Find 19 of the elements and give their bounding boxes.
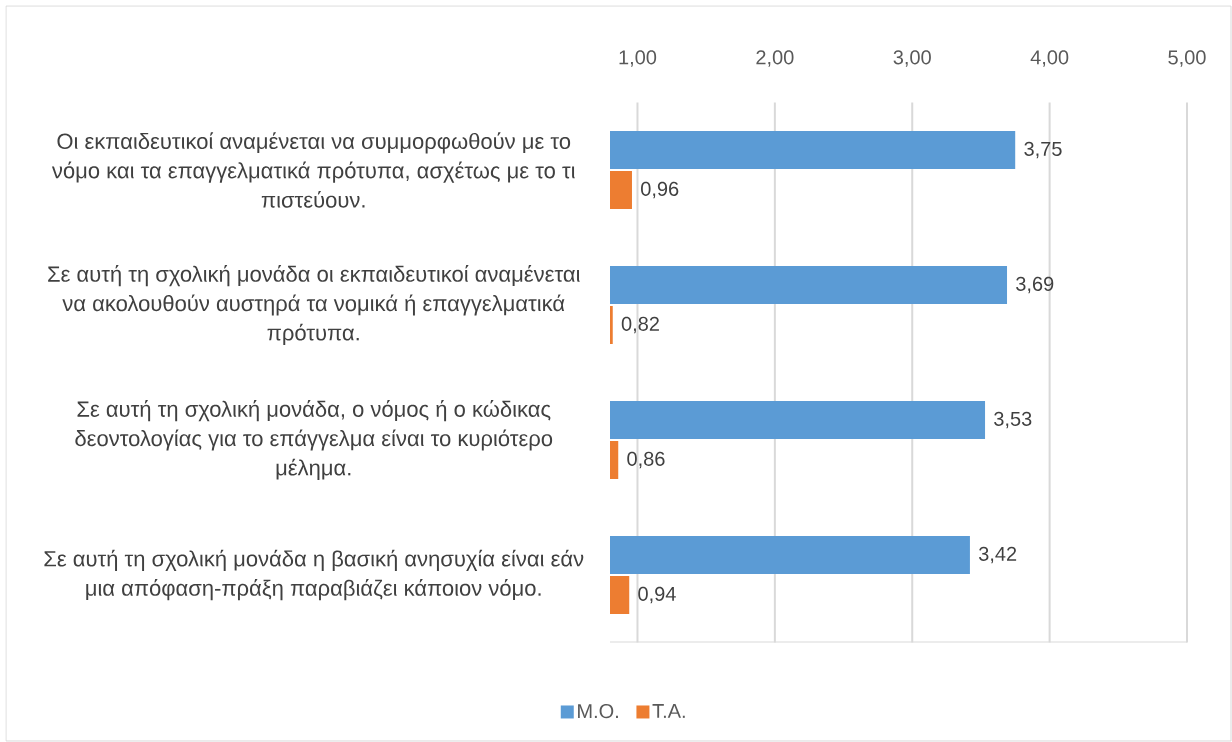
y-tick-label: Σε αυτή τη σχολική μονάδα, ο νόμος ή ο κώδικας δεοντολογίας για το επάγγελμα είναι το κυριότερο μέλημα. (75, 400, 553, 480)
data-label: 3,69 (1016, 276, 1054, 294)
data-label: 3,53 (994, 411, 1032, 429)
x-tick-label: 3,00 (893, 50, 931, 67)
y-tick-label: Σε αυτή τη σχολική μονάδα η βασική ανησυχία είναι εάν μια απόφαση-πράξη παραβιάζει κάποιον νόμο. (44, 549, 584, 601)
y-tick-label: Οι εκπαιδευτικοί αναμένεται να συμμορφωθούν με το νόμο και τα επαγγελματικά πρότυπα, ασχέτως με το τι πιστεύουν. (51, 132, 575, 208)
data-label: 0,96 (641, 181, 679, 199)
data-label: 3,75 (1024, 141, 1062, 159)
data-label: 0,82 (621, 316, 659, 334)
x-tick-label: 4,00 (1030, 50, 1069, 67)
x-tick-label: 2,00 (756, 50, 794, 67)
data-label: 0,86 (627, 451, 665, 469)
x-tick-label: 5,00 (1168, 50, 1206, 67)
data-label: 0,94 (638, 586, 676, 604)
data-label: 3,42 (978, 546, 1017, 564)
y-tick-label: Σε αυτή τη σχολική μονάδα οι εκπαιδευτικοί αναμένεται να ακολουθούν αυστηρά τα νομικά ή επαγγελματικά πρότυπα. (48, 265, 580, 345)
x-tick-label: 1,00 (619, 50, 657, 67)
legend-label: Μ.Ο. (578, 703, 618, 719)
legend-label: Τ.Α. (652, 704, 685, 718)
